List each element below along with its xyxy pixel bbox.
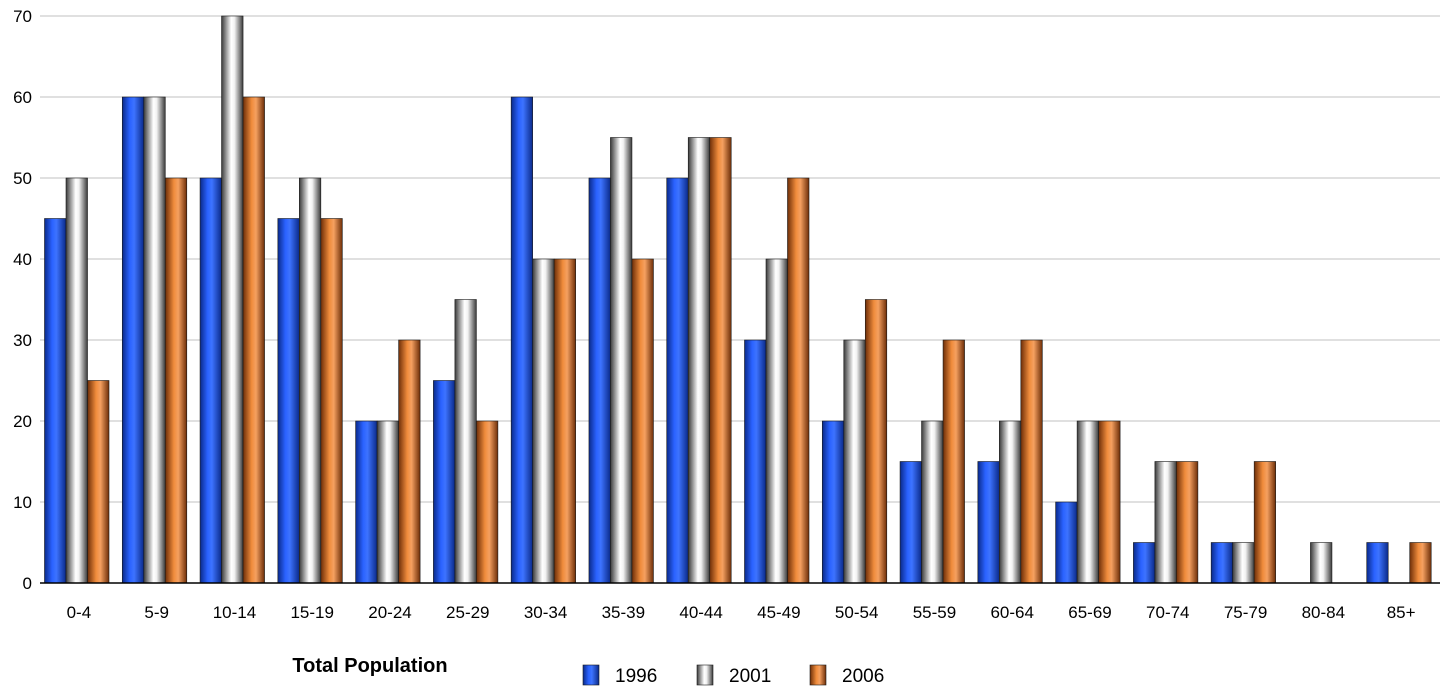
x-tick-label: 0-4 [67,603,92,622]
legend-swatch-2006 [809,664,827,686]
bar-1996-85+ [1366,542,1389,584]
x-tick-label: 85+ [1387,603,1416,622]
bar-2006-5-9 [164,177,188,584]
bar-1996-50-54 [821,420,845,584]
bar-2001-35-39 [610,137,633,584]
bar-2001-0-4 [65,177,88,584]
bar-1996-20-24 [355,420,378,584]
bar-2001-50-54 [843,339,866,584]
bar-2006-60-64 [1020,339,1043,584]
bar-2006-25-29 [476,420,499,584]
legend-swatch-2001 [696,664,714,686]
x-axis-ticks: 0-4 5-9 10-14 15-19 20-24 25-29 30-34 35-39 40-4… [67,603,1416,622]
x-tick-label: 80-84 [1302,603,1345,622]
bar-2001-55-59 [921,420,944,584]
x-tick-label: 40-44 [679,603,722,622]
legend: 1996 2001 2006 [582,664,884,687]
bar-2006-45-49 [787,177,810,584]
bar-2006-30-34 [553,258,576,584]
legend-label: 2001 [729,666,771,687]
bars [44,15,1432,584]
bar-1996-5-9 [121,96,145,584]
bar-2001-65-69 [1076,420,1099,584]
bar-2001-10-14 [221,15,244,584]
bar-1996-55-59 [899,461,922,584]
bar-2001-15-19 [299,177,322,584]
bar-1996-40-44 [666,177,689,584]
bar-1996-25-29 [433,380,456,584]
bar-2001-60-64 [999,420,1022,584]
y-tick-label: 20 [13,412,32,431]
x-tick-label: 10-14 [213,603,256,622]
legend-label: 2006 [842,666,884,687]
bar-2006-85+ [1409,542,1432,584]
bar-2001-25-29 [454,299,477,584]
bar-2001-80-84 [1310,542,1333,584]
bar-2006-35-39 [631,258,654,584]
bar-2001-70-74 [1154,461,1177,584]
bar-2006-65-69 [1098,420,1121,584]
bar-2001-75-79 [1232,542,1255,584]
x-tick-label: 30-34 [524,603,567,622]
x-tick-label: 50-54 [835,603,878,622]
y-tick-label: 10 [13,493,32,512]
bar-2001-5-9 [143,96,166,584]
bar-2001-30-34 [532,258,555,584]
bar-1996-60-64 [977,461,1000,584]
y-tick-label: 30 [13,331,32,350]
y-tick-label: 50 [13,169,32,188]
bar-2006-20-24 [398,339,421,584]
bar-1996-35-39 [588,177,611,584]
bar-2006-10-14 [242,96,265,584]
bar-2006-50-54 [864,299,888,584]
y-axis-ticks: 0 10 20 30 40 50 60 70 [13,7,32,593]
bar-2001-20-24 [376,420,399,584]
chart-title: Total Population [292,655,447,677]
bar-2001-40-44 [687,137,711,584]
bar-1996-65-69 [1055,501,1078,584]
bar-2006-15-19 [320,218,343,584]
x-tick-label: 20-24 [368,603,411,622]
bar-1996-30-34 [510,96,533,584]
x-tick-label: 25-29 [446,603,489,622]
y-tick-label: 60 [13,88,32,107]
x-tick-label: 65-69 [1068,603,1111,622]
bar-2006-70-74 [1176,461,1199,584]
bar-1996-10-14 [199,177,222,584]
x-tick-label: 45-49 [757,603,800,622]
y-tick-label: 40 [13,250,32,269]
bar-2006-40-44 [709,137,732,584]
gridlines [40,15,1440,503]
x-tick-label: 75-79 [1224,603,1267,622]
y-tick-label: 70 [13,7,32,26]
bar-2006-55-59 [942,339,965,584]
bar-1996-0-4 [44,218,67,584]
bar-1996-70-74 [1133,542,1156,584]
x-tick-label: 35-39 [602,603,645,622]
x-tick-label: 60-64 [990,603,1033,622]
x-tick-label: 15-19 [290,603,333,622]
x-tick-label: 70-74 [1146,603,1189,622]
x-tick-label: 5-9 [144,603,169,622]
legend-swatch-1996 [582,664,600,686]
y-tick-label: 0 [23,574,32,593]
bar-1996-15-19 [277,218,300,584]
legend-label: 1996 [615,666,657,687]
bar-1996-45-49 [744,339,767,584]
bar-1996-75-79 [1210,542,1233,584]
bar-2006-75-79 [1253,461,1276,584]
bar-2006-0-4 [87,380,110,584]
x-tick-label: 55-59 [913,603,956,622]
bar-2001-45-49 [765,258,788,584]
